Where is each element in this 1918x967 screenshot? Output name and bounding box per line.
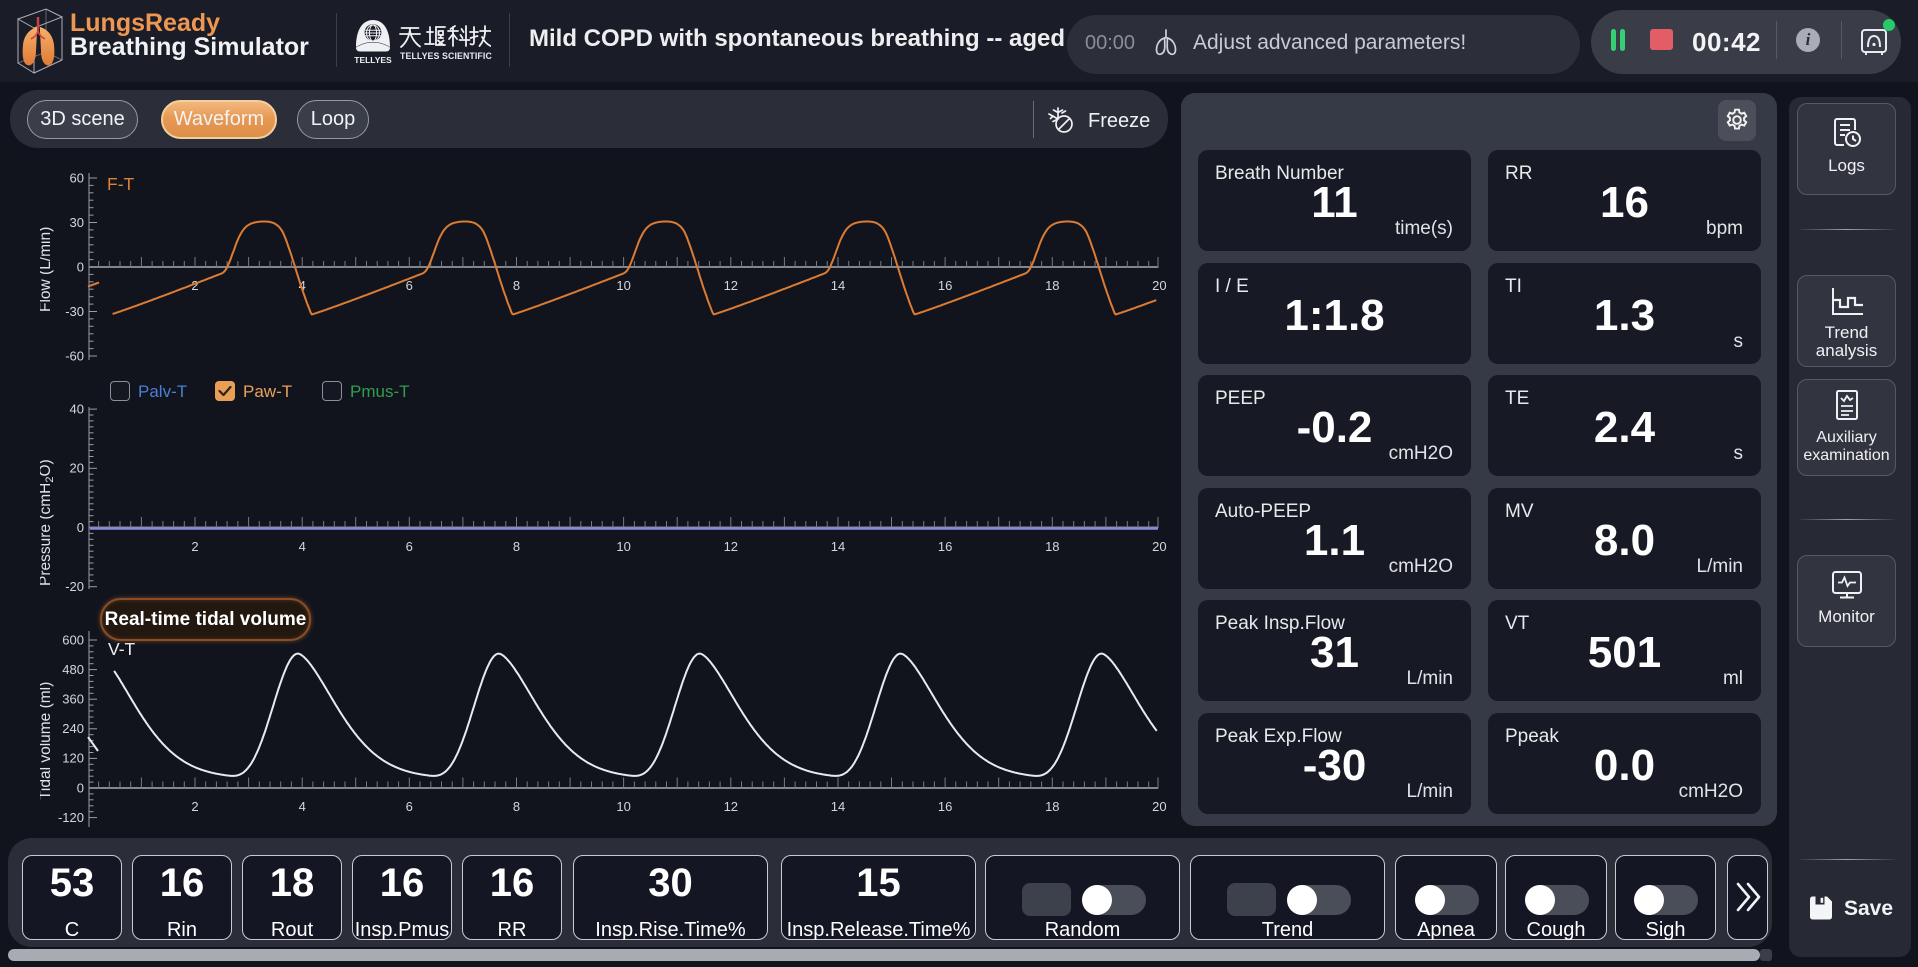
svg-text:12: 12 bbox=[724, 539, 738, 554]
svg-text:16: 16 bbox=[938, 799, 952, 814]
svg-text:F-T: F-T bbox=[107, 174, 135, 194]
svg-text:20: 20 bbox=[1152, 539, 1166, 554]
svg-text:30: 30 bbox=[70, 215, 84, 230]
svg-text:6: 6 bbox=[406, 799, 413, 814]
svg-text:Flow (L/min): Flow (L/min) bbox=[40, 227, 54, 312]
svg-text:12: 12 bbox=[724, 278, 738, 293]
svg-text:360: 360 bbox=[62, 692, 84, 707]
svg-text:18: 18 bbox=[1045, 278, 1059, 293]
svg-text:V-T: V-T bbox=[108, 639, 136, 659]
svg-text:8: 8 bbox=[513, 539, 520, 554]
svg-text:-60: -60 bbox=[65, 348, 84, 363]
svg-text:6: 6 bbox=[406, 539, 413, 554]
svg-text:14: 14 bbox=[831, 278, 845, 293]
svg-text:600: 600 bbox=[62, 632, 84, 647]
svg-text:10: 10 bbox=[616, 539, 630, 554]
svg-text:14: 14 bbox=[831, 539, 845, 554]
svg-text:TELLYES: TELLYES bbox=[354, 55, 392, 65]
svg-text:2: 2 bbox=[191, 278, 198, 293]
svg-text:6: 6 bbox=[406, 278, 413, 293]
svg-text:18: 18 bbox=[1045, 539, 1059, 554]
svg-text:-30: -30 bbox=[65, 304, 84, 319]
svg-text:480: 480 bbox=[62, 662, 84, 677]
svg-text:-120: -120 bbox=[58, 810, 84, 825]
svg-text:10: 10 bbox=[616, 278, 630, 293]
svg-text:12: 12 bbox=[724, 799, 738, 814]
svg-text:0: 0 bbox=[77, 259, 84, 274]
svg-text:8: 8 bbox=[513, 278, 520, 293]
svg-text:Tidal volume (ml): Tidal volume (ml) bbox=[40, 682, 54, 800]
svg-text:2: 2 bbox=[191, 799, 198, 814]
svg-text:4: 4 bbox=[299, 539, 306, 554]
svg-text:16: 16 bbox=[938, 539, 952, 554]
svg-text:40: 40 bbox=[70, 401, 84, 416]
svg-text:4: 4 bbox=[299, 278, 306, 293]
svg-text:-20: -20 bbox=[65, 579, 84, 594]
svg-text:0: 0 bbox=[77, 780, 84, 795]
svg-text:18: 18 bbox=[1045, 799, 1059, 814]
svg-text:60: 60 bbox=[70, 170, 84, 185]
svg-text:20: 20 bbox=[1152, 278, 1166, 293]
svg-text:14: 14 bbox=[831, 799, 845, 814]
svg-text:10: 10 bbox=[616, 799, 630, 814]
svg-text:2: 2 bbox=[191, 539, 198, 554]
svg-text:16: 16 bbox=[938, 278, 952, 293]
svg-text:120: 120 bbox=[62, 751, 84, 766]
svg-text:240: 240 bbox=[62, 721, 84, 736]
svg-text:20: 20 bbox=[1152, 799, 1166, 814]
svg-text:4: 4 bbox=[299, 799, 306, 814]
svg-text:20: 20 bbox=[70, 461, 84, 476]
svg-text:8: 8 bbox=[513, 799, 520, 814]
svg-text:Pressure (cmH2O): Pressure (cmH2O) bbox=[40, 459, 56, 586]
svg-text:0: 0 bbox=[77, 520, 84, 535]
